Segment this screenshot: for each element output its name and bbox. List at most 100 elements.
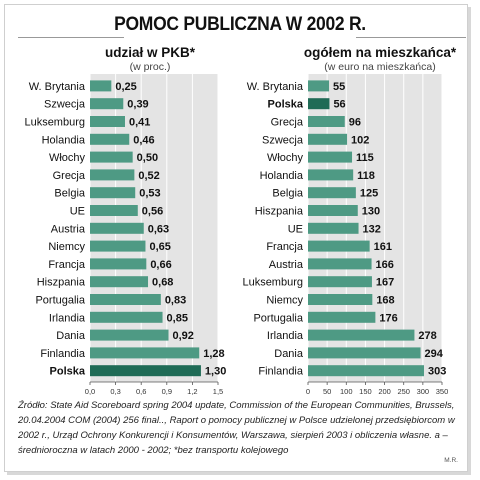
right-category-label: Niemcy	[266, 295, 303, 307]
right-tick-label: 0	[306, 387, 310, 396]
left-tick-label: 0,6	[136, 387, 146, 396]
left-value-label: 0,52	[138, 170, 159, 182]
left-bar	[90, 329, 169, 341]
left-value-label: 0,66	[150, 259, 171, 271]
right-bar	[308, 365, 425, 377]
right-value-label: 167	[376, 277, 394, 289]
left-value-label: 0,41	[129, 117, 150, 129]
right-category-label: W. Brytania	[247, 81, 304, 93]
right-category-label: Polska	[268, 99, 304, 111]
left-bar	[90, 116, 125, 127]
right-value-label: 56	[333, 99, 345, 111]
left-value-label: 0,92	[173, 330, 194, 342]
left-bar	[90, 151, 133, 163]
left-category-label: Szwecja	[44, 99, 86, 111]
left-value-label: 0,39	[127, 99, 148, 111]
left-bar	[90, 205, 138, 216]
right-tick-label: 150	[359, 387, 372, 396]
left-tick-label: 1,2	[187, 387, 197, 396]
left-category-label: Hiszpania	[37, 277, 86, 289]
right-category-label: Szwecja	[262, 134, 304, 146]
left-category-label: Holandia	[42, 134, 86, 146]
right-bar	[308, 133, 348, 145]
right-category-label: Dania	[274, 348, 304, 360]
right-category-label: Finlandia	[258, 366, 304, 378]
left-value-label: 0,85	[167, 312, 188, 324]
left-category-label: W. Brytania	[29, 81, 86, 93]
left-bar	[90, 169, 135, 181]
right-bar	[308, 276, 372, 288]
title-rule-left	[18, 37, 124, 38]
right-bar	[308, 329, 415, 341]
right-value-label: 303	[428, 366, 446, 378]
right-category-label: Portugalia	[253, 312, 303, 324]
right-bar	[308, 80, 330, 92]
left-bar	[90, 365, 201, 377]
left-tick-label: 0,0	[85, 387, 95, 396]
left-bar	[90, 311, 163, 323]
left-value-label: 0,25	[115, 81, 136, 93]
right-bar	[308, 98, 330, 110]
right-value-label: 161	[374, 241, 392, 253]
left-bar	[90, 276, 149, 288]
left-value-label: 0,63	[148, 223, 169, 235]
left-value-label: 1,30	[205, 366, 226, 378]
right-tick-label: 200	[378, 387, 391, 396]
left-category-label: UE	[70, 206, 85, 218]
left-category-label: Portugalia	[35, 295, 85, 307]
left-bar	[90, 222, 144, 234]
right-value-label: 166	[376, 259, 394, 271]
right-value-label: 294	[425, 348, 444, 360]
right-category-label: UE	[288, 223, 303, 235]
left-value-label: 0,56	[142, 206, 163, 218]
right-bar	[308, 116, 345, 127]
right-value-label: 176	[379, 312, 397, 324]
right-value-label: 125	[360, 188, 378, 200]
left-chart-subtitle: (w proc.)	[129, 61, 171, 73]
left-category-label: Austria	[51, 223, 86, 235]
right-category-label: Hiszpania	[255, 206, 304, 218]
right-category-label: Francja	[266, 241, 304, 253]
right-bar	[308, 258, 372, 270]
right-value-label: 55	[333, 81, 345, 93]
right-tick-label: 100	[340, 387, 353, 396]
left-bar	[90, 347, 200, 359]
right-bar	[308, 240, 370, 252]
left-tick-label: 1,5	[213, 387, 223, 396]
right-value-label: 130	[362, 206, 380, 218]
left-tick-label: 0,3	[110, 387, 120, 396]
right-tick-label: 250	[397, 387, 410, 396]
left-bar	[90, 258, 147, 270]
right-bar	[308, 294, 373, 305]
chart-title: POMOC PUBLICZNA W 2002 R.	[114, 14, 366, 35]
right-value-label: 115	[356, 152, 374, 164]
left-value-label: 0,68	[152, 277, 173, 289]
right-tick-label: 350	[436, 387, 449, 396]
right-value-label: 278	[418, 330, 436, 342]
right-value-label: 96	[349, 117, 361, 129]
right-category-label: Holandia	[260, 170, 304, 182]
left-category-label: Irlandia	[49, 312, 86, 324]
left-bar	[90, 133, 130, 145]
left-category-label: Dania	[56, 330, 86, 342]
left-category-label: Finlandia	[40, 348, 86, 360]
right-category-label: Grecja	[271, 117, 304, 129]
left-category-label: Grecja	[53, 170, 86, 182]
right-bar	[308, 205, 358, 216]
right-value-label: 132	[363, 223, 381, 235]
right-bar	[308, 347, 421, 359]
source-footnote: Źródło: State Aid Scoreboard spring 2004…	[18, 400, 455, 456]
left-value-label: 0,83	[165, 295, 186, 307]
left-value-label: 0,46	[133, 134, 154, 146]
right-category-label: Belgia	[272, 188, 303, 200]
left-bar	[90, 240, 146, 252]
left-value-label: 0,50	[137, 152, 158, 164]
left-category-label: Luksemburg	[24, 117, 85, 129]
right-category-label: Irlandia	[267, 330, 304, 342]
title-rule-right	[356, 37, 466, 38]
left-category-label: Włochy	[49, 152, 86, 164]
right-bar	[308, 151, 353, 163]
right-category-label: Włochy	[267, 152, 304, 164]
left-category-label: Francja	[48, 259, 86, 271]
